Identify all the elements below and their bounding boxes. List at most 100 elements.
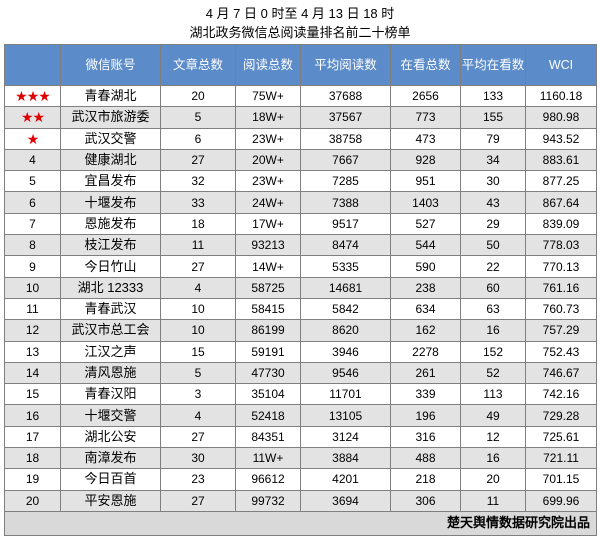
table-cell: 133 [460,84,526,108]
table-cell: 11 [160,234,236,257]
table-cell: 58415 [235,297,301,321]
table-row: 5 宜昌发布 32 23W+ 7285 951 30 877.25 [4,170,597,193]
table-cell: 5 [160,106,236,129]
header-cell: 在看总数 [390,44,461,86]
table-cell: 1160.18 [525,84,597,108]
table-cell: 平安恩施 [60,489,161,512]
table-cell: 清风恩施 [60,361,161,385]
table-cell: 20W+ [235,148,301,172]
table-cell: 34 [460,148,526,172]
table-cell: 30 [460,170,526,193]
table-cell: 南漳发布 [60,447,161,470]
table-cell: 24W+ [235,191,301,214]
table-cell: 今日百首 [60,468,161,491]
table-cell: 96612 [235,468,301,491]
table-cell: 527 [390,212,461,236]
table-cell: 湖北公安 [60,425,161,449]
table-cell: 742.16 [525,383,597,406]
table-cell: 8474 [300,234,391,257]
table-cell: 11 [460,489,526,512]
table-cell: 今日竹山 [60,255,161,278]
table-row: 13 江汉之声 15 59191 3946 2278 152 752.43 [4,340,597,363]
table-cell: 15 [160,340,236,363]
table-cell: 青春汉阳 [60,383,161,406]
table-cell: 武汉市旅游委 [60,106,161,129]
table-cell: 7667 [300,148,391,172]
table-cell: 152 [460,340,526,363]
table-cell: 16 [4,404,61,427]
table-cell: 4 [160,276,236,299]
table-cell: 721.11 [525,447,597,470]
table-cell: 3884 [300,447,391,470]
table-row: ★★ 武汉市旅游委 5 18W+ 37567 773 155 980.98 [4,106,597,129]
table-cell: 701.15 [525,468,597,491]
table-cell: 47730 [235,361,301,385]
table-cell: 10 [160,319,236,342]
table-cell: 7 [4,212,61,236]
table-cell: 3694 [300,489,391,512]
table-cell: 20 [160,84,236,108]
table-cell: 238 [390,276,461,299]
table-cell: 17 [4,425,61,449]
table-cell: 11 [4,297,61,321]
table-cell: 761.16 [525,276,597,299]
header-cell: 平均阅读数 [300,44,391,86]
footer-cell: 楚天舆情数据研究院出品 [4,510,597,536]
table-cell: 770.13 [525,255,597,278]
table-cell: 青春武汉 [60,297,161,321]
table-cell: 4201 [300,468,391,491]
table-cell: 2656 [390,84,461,108]
table-cell: 12 [460,425,526,449]
table-cell: 544 [390,234,461,257]
table-cell: 778.03 [525,234,597,257]
table-cell: ★★ [4,106,61,129]
table-cell: 14W+ [235,255,301,278]
table-cell: 75W+ [235,84,301,108]
table-cell: 155 [460,106,526,129]
table-cell: 79 [460,127,526,150]
table-cell: 13105 [300,404,391,427]
table-cell: 38758 [300,127,391,150]
title-line: 4 月 7 日 0 时至 4 月 13 日 18 时 [205,6,395,21]
table-cell: 760.73 [525,297,597,321]
header-cell: 阅读总数 [235,44,301,86]
table-cell: 757.29 [525,319,597,342]
table-cell: 877.25 [525,170,597,193]
table-cell: 261 [390,361,461,385]
table-row: 15 青春汉阳 3 35104 11701 339 113 742.16 [4,383,597,406]
table-cell: 22 [460,255,526,278]
table-cell: 37567 [300,106,391,129]
table-cell: 839.09 [525,212,597,236]
header-cell: 文章总数 [160,44,236,86]
table-cell: ★ [4,127,61,150]
table-cell: 10 [4,276,61,299]
footer-row: 楚天舆情数据研究院出品 [4,510,597,536]
table-cell: 50 [460,234,526,257]
table-cell: 93213 [235,234,301,257]
table-row: 20 平安恩施 27 99732 3694 306 11 699.96 [4,489,597,512]
table-row: 6 十堰发布 33 24W+ 7388 1403 43 867.64 [4,191,597,214]
table-cell: 2278 [390,340,461,363]
table-row: 8 枝江发布 11 93213 8474 544 50 778.03 [4,234,597,257]
table-cell: 488 [390,447,461,470]
table-cell: 52 [460,361,526,385]
table-row: ★★★ 青春湖北 20 75W+ 37688 2656 133 1160.18 [4,84,597,108]
table-cell: 752.43 [525,340,597,363]
table-cell: 6 [4,191,61,214]
table-cell: 青春湖北 [60,84,161,108]
table-row: 19 今日百首 23 96612 4201 218 20 701.15 [4,468,597,491]
table-cell: 316 [390,425,461,449]
table-cell: 3946 [300,340,391,363]
table-cell: 8 [4,234,61,257]
title-line: 湖北政务微信总阅读量排名前二十榜单 [189,25,411,40]
table-cell: 13 [4,340,61,363]
ranking-table: 微信账号 文章总数 阅读总数 平均阅读数 在看总数 平均在看数 WCI ★★★ 青春湖北 20 7… [4,44,597,536]
table-cell: 十堰发布 [60,191,161,214]
table-cell: 4 [160,404,236,427]
table-cell: 84351 [235,425,301,449]
header-cell: WCI [525,44,597,86]
table-row: 16 十堰交警 4 52418 13105 196 49 729.28 [4,404,597,427]
table-cell: 60 [460,276,526,299]
table-cell: 20 [4,489,61,512]
